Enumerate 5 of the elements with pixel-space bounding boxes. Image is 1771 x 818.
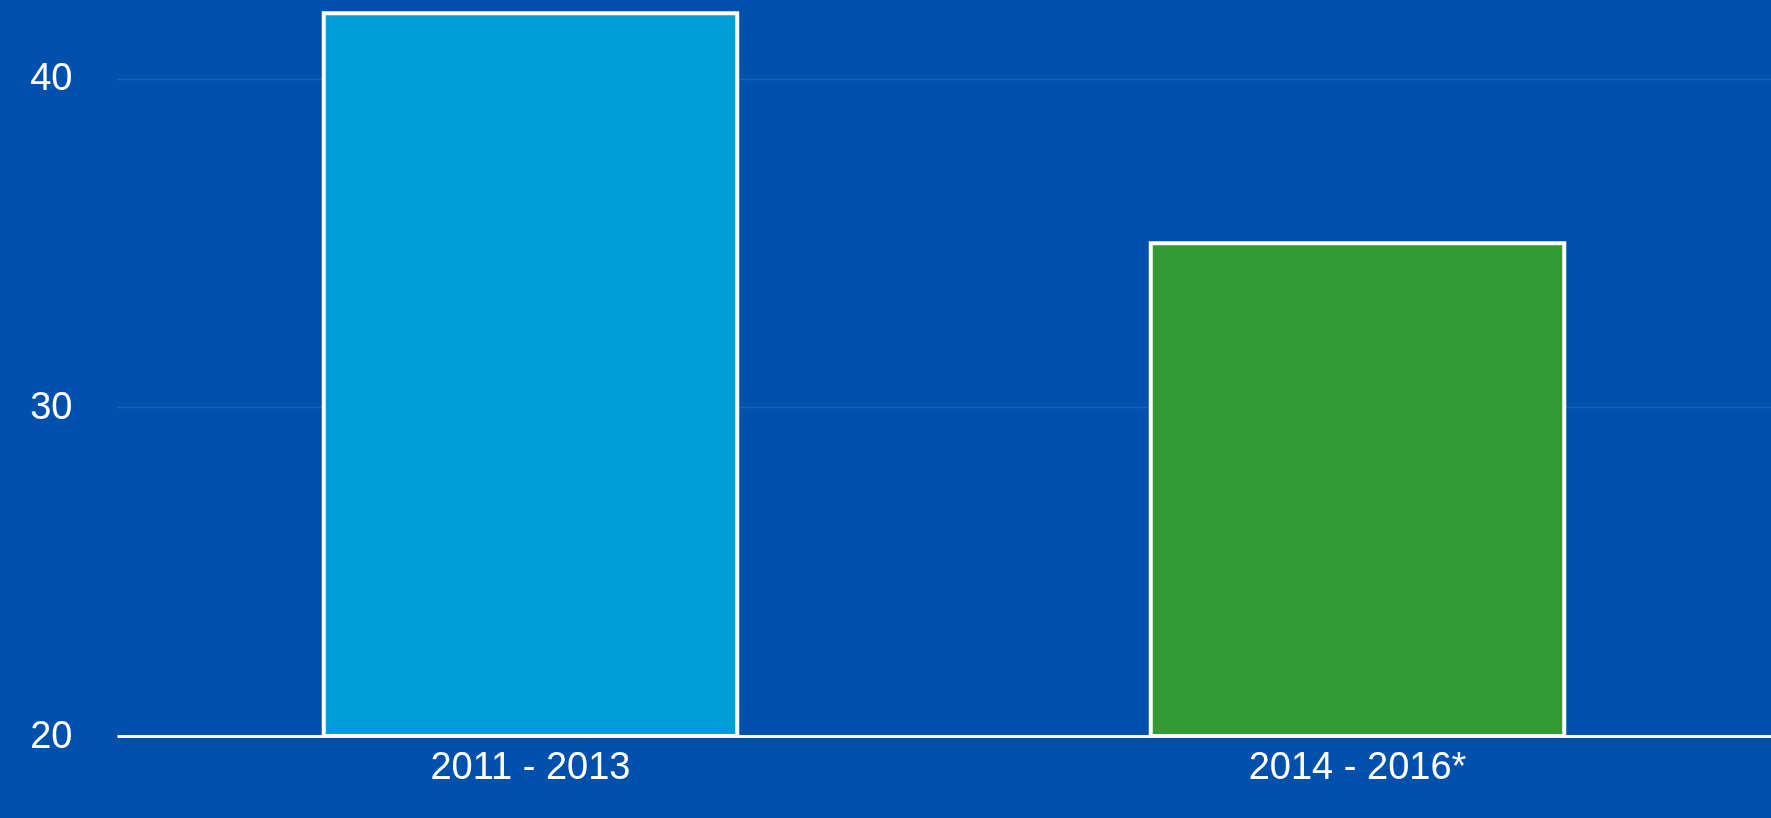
y-tick-label: 20 xyxy=(30,713,73,756)
x-tick-label: 2011 - 2013 xyxy=(430,744,631,787)
y-tick-label: 40 xyxy=(30,56,73,99)
y-tick-label: 30 xyxy=(30,384,73,427)
x-tick-label: 2014 - 2016* xyxy=(1248,744,1467,787)
